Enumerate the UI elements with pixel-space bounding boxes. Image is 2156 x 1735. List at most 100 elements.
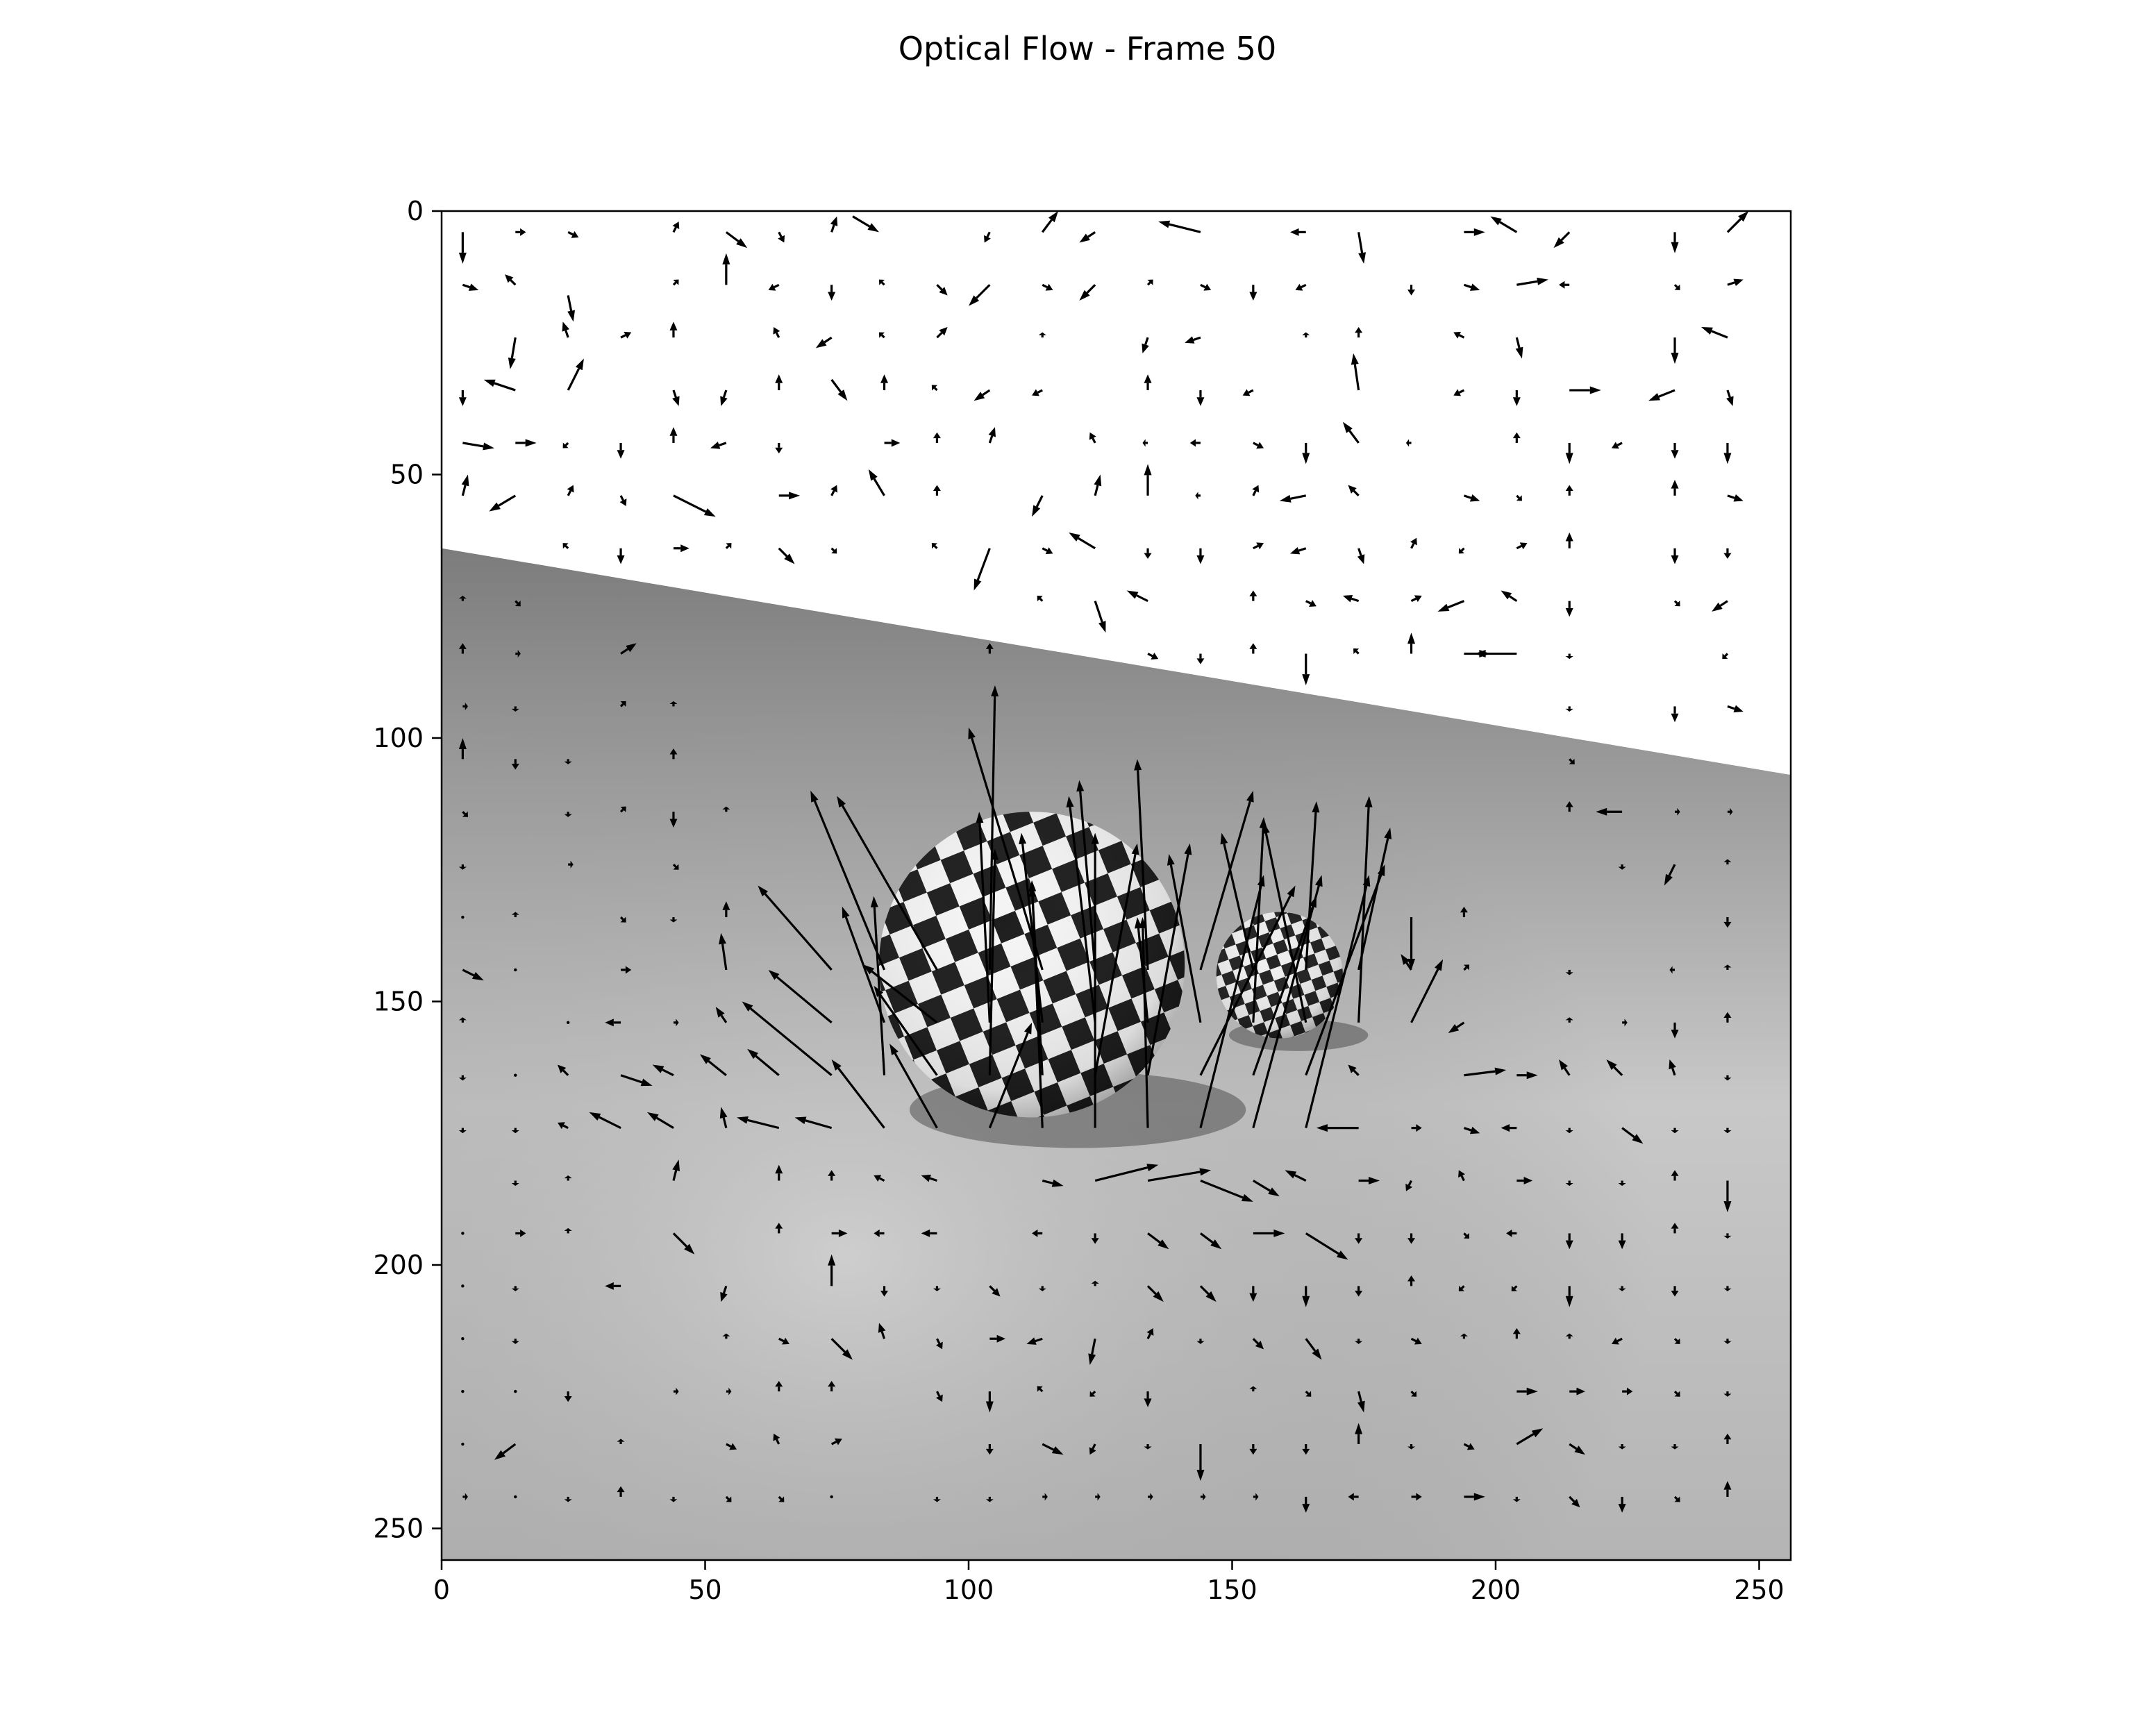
flow-arrow-shaft: [725, 1495, 730, 1500]
flow-arrow-head: [1458, 1170, 1465, 1178]
flow-arrow-shaft: [672, 226, 677, 233]
flow-arrow: [511, 1128, 519, 1134]
flow-arrow-head: [1669, 1059, 1676, 1070]
flow-arrow-head: [1144, 1446, 1152, 1450]
flow-arrow: [1723, 859, 1732, 865]
flow-arrow: [1723, 1180, 1732, 1213]
flow-arrow: [1669, 966, 1676, 974]
flow-arrow-head: [1565, 655, 1573, 660]
flow-arrow-head: [483, 379, 496, 387]
flow-arrow-head: [985, 1499, 994, 1502]
flow-arrow-shaft: [672, 1170, 678, 1181]
flow-arrow-head: [461, 474, 469, 487]
flow-arrow: [1669, 1059, 1676, 1076]
flow-arrow: [1516, 1177, 1533, 1185]
flow-arrow: [619, 806, 626, 813]
flow-arrow-head: [511, 912, 519, 915]
flow-arrow: [1189, 439, 1201, 447]
flow-arrow-head: [562, 321, 569, 332]
flow-arrow: [1569, 1387, 1585, 1395]
flow-arrow: [931, 385, 938, 392]
flow-arrow-head: [1150, 1493, 1153, 1501]
flow-arrow: [830, 216, 838, 233]
flow-arrow-shaft: [1353, 364, 1360, 391]
flow-arrow-shaft: [1146, 281, 1151, 286]
flow-arrow-head: [1146, 1164, 1159, 1171]
flow-arrow-head: [1559, 280, 1565, 289]
flow-arrow: [1565, 1286, 1573, 1307]
flow-arrow: [1144, 464, 1152, 496]
flow-arrow: [1722, 653, 1729, 660]
flow-arrow-shaft: [599, 1116, 621, 1130]
flow-arrow-shaft: [1199, 885, 1262, 1129]
flow-arrow: [1042, 1179, 1064, 1187]
flow-arrow-head: [1336, 1250, 1348, 1260]
flow-arrow: [1038, 1286, 1046, 1291]
flow-arrow: [933, 485, 941, 496]
flow-arrow-head: [1733, 494, 1744, 502]
flow-arrow: [1448, 1021, 1465, 1034]
flow-arrow-head: [1671, 1291, 1679, 1297]
y-tick-label: 200: [373, 1250, 424, 1280]
flow-arrow-shaft: [894, 1053, 938, 1129]
flow-arrow: [878, 1323, 886, 1339]
flow-arrow-head: [1632, 1134, 1644, 1144]
flow-arrow: [505, 274, 517, 286]
flow-arrow: [828, 285, 836, 301]
flow-arrow-shaft: [1407, 1180, 1412, 1187]
flow-arrow: [669, 321, 678, 338]
flow-arrow-shaft: [841, 805, 938, 971]
flow-arrow-head: [830, 485, 837, 493]
flow-arrow-shaft: [1137, 770, 1149, 971]
x-tick-label: 50: [688, 1575, 721, 1605]
flow-arrow-head: [1044, 1493, 1048, 1501]
flow-arrow-shaft: [1037, 389, 1043, 394]
flow-arrow-head: [557, 1064, 567, 1073]
flow-arrow: [1147, 653, 1159, 660]
flow-arrow: [1407, 1233, 1416, 1244]
plot-area: [442, 211, 1791, 1560]
flow-arrow: [511, 706, 519, 712]
flow-arrow-head: [1516, 495, 1522, 501]
flow-arrow-head: [1723, 1481, 1732, 1490]
flow-arrow: [1147, 1168, 1212, 1182]
flow-arrow: [1463, 1126, 1480, 1134]
flow-arrow-shaft: [1252, 906, 1314, 1076]
flow-arrow: [1199, 790, 1254, 971]
flow-arrow: [1196, 1339, 1205, 1344]
flow-arrow: [494, 1443, 517, 1460]
flow-arrow-head: [525, 439, 537, 447]
flow-arrow: [1185, 336, 1201, 344]
flow-arrow-shaft: [619, 495, 624, 501]
flow-arrow-shaft: [708, 1060, 727, 1076]
flow-arrow-head: [1348, 1493, 1354, 1501]
flow-arrow-head: [1671, 480, 1679, 489]
x-axis: 0 50 100 150 200 250: [433, 1560, 1785, 1605]
flow-arrow-shaft: [1673, 600, 1678, 605]
flow-arrow-shaft: [776, 975, 833, 1024]
flow-arrow-head: [562, 543, 569, 549]
flow-arrow-head: [680, 544, 690, 553]
flow-arrow: [458, 596, 467, 601]
flow-arrow: [868, 469, 885, 496]
flow-arrow: [1199, 1285, 1217, 1302]
flow-arrow-head: [1091, 1238, 1099, 1244]
flow-arrow-shaft: [1146, 1333, 1151, 1339]
flow-arrow-head: [1618, 866, 1626, 870]
flow-arrow-head: [719, 932, 726, 945]
flow-arrow-head: [1246, 790, 1254, 803]
flow-arrow: [1463, 1443, 1475, 1450]
flow-arrow: [557, 1064, 569, 1076]
flow-arrow-head: [1466, 1443, 1475, 1450]
flow-arrow-head: [1723, 1201, 1732, 1213]
flow-arrow-head: [1407, 958, 1416, 970]
flow-arrow-head: [1407, 1446, 1416, 1450]
flow-arrow-shaft: [988, 696, 996, 970]
flow-arrow: [1252, 875, 1323, 1129]
flow-arrow-head: [1416, 1124, 1422, 1132]
flow-arrow: [462, 811, 468, 817]
flow-arrow-shaft: [1727, 281, 1735, 286]
flow-arrow: [921, 1229, 937, 1237]
y-axis: 0 50 100 150 200 250: [373, 196, 442, 1543]
flow-arrow-head: [1434, 959, 1444, 971]
